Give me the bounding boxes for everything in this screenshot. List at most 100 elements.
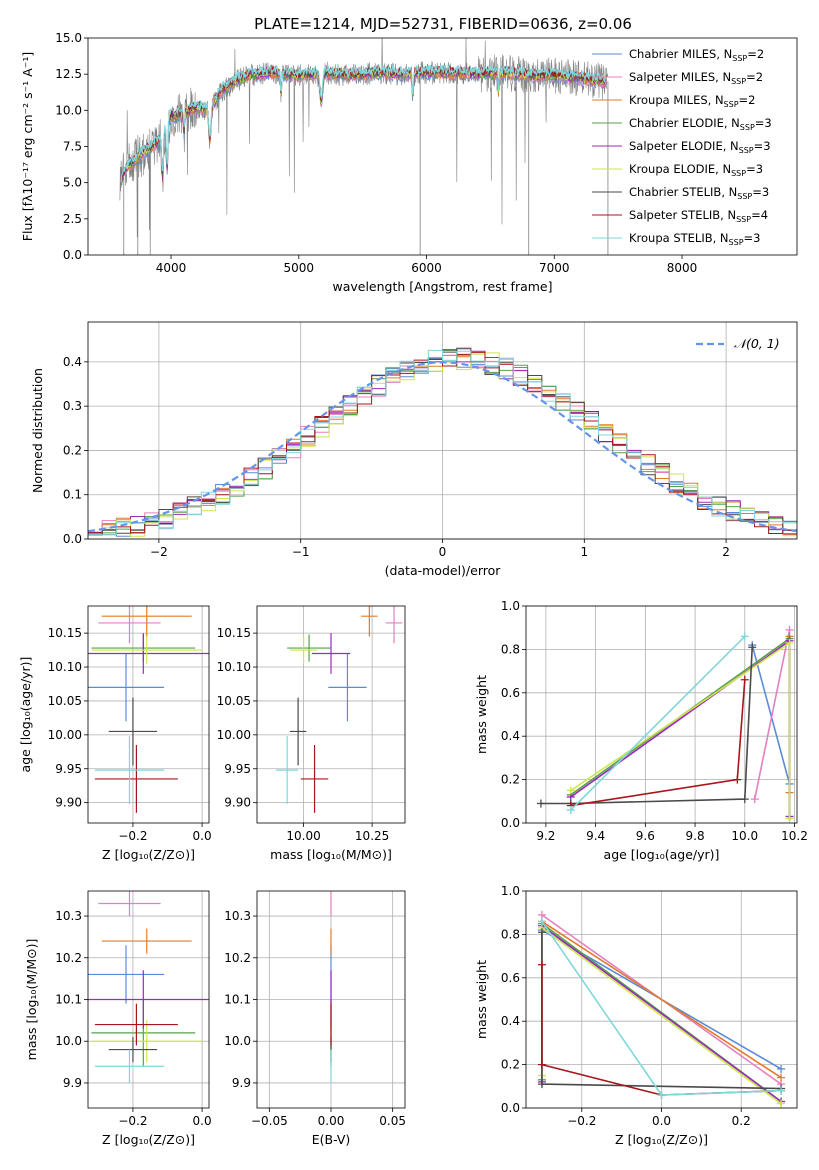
y-tick-label: 10.0 xyxy=(224,1034,251,1048)
figure-title: PLATE=1214, MJD=52731, FIBERID=0636, z=0… xyxy=(254,15,632,33)
point-marker xyxy=(733,775,742,784)
x-tick-label: 0.0 xyxy=(193,1114,212,1128)
y-tick-label: 10.0 xyxy=(55,103,82,117)
panel-age-vs-z: −0.2 0.0 9.90 9.95 10.00 10.05 10.10 10.15 Z [lo… xyxy=(18,605,212,862)
errorbar-salpeter-elodie xyxy=(88,633,209,674)
y-tick-label: 0.3 xyxy=(63,399,82,413)
x-tick-label: 10.25 xyxy=(355,829,389,843)
legend-label-salpeter-miles: Salpeter MILES, NSSP=2 xyxy=(629,70,763,86)
errorbar-salpeter-stelib xyxy=(94,745,178,813)
point-marker xyxy=(537,1080,546,1089)
y-tick-label: 10.3 xyxy=(55,909,82,923)
x-tick-label: 4000 xyxy=(156,261,187,275)
errorbar-salpeter-elodie xyxy=(311,633,351,674)
x-tick-label: 2 xyxy=(722,545,730,559)
y-tick-label: 0.8 xyxy=(501,642,520,656)
errorbar-kroupa-miles xyxy=(361,606,378,637)
errorbar-chabrier-miles xyxy=(328,653,367,722)
y-tick-label: 5.0 xyxy=(63,176,82,190)
x-tick-label: 1 xyxy=(580,545,588,559)
legend-label-chabrier-miles: Chabrier MILES, NSSP=2 xyxy=(629,47,764,63)
x-tick-label: 5000 xyxy=(284,261,315,275)
panel-mass-vs-ebv: −0.05 0.00 0.05 9.9 10.0 10.1 10.2 10.3 E(B-V) xyxy=(224,890,406,1147)
point-marker xyxy=(740,795,749,804)
panel-age-vs-mass: 10.00 10.25 9.90 9.95 10.00 10.05 10.10 10.15 ma… xyxy=(217,605,406,862)
x-tick-label: −0.2 xyxy=(567,1114,596,1128)
x-axis-label: Z [log₁₀(Z/Z⊙)] xyxy=(102,1132,195,1147)
panel-spectrum: 4000 5000 6000 7000 8000 0.0 2.5 5.0 7.5 10.0 12.5… xyxy=(20,31,798,294)
legend-label-kroupa-elodie: Kroupa ELODIE, NSSP=3 xyxy=(629,162,763,178)
point-marker xyxy=(536,799,545,808)
point-marker xyxy=(537,1060,546,1069)
y-tick-label: 0.2 xyxy=(501,773,520,787)
y-tick-label: 10.1 xyxy=(224,993,251,1007)
x-tick-label: −0.05 xyxy=(251,1114,288,1128)
histogram-kroupa-stelib xyxy=(88,349,797,536)
y-axis-label: Flux [fλ10⁻¹⁷ erg cm⁻² s⁻¹ A⁻¹] xyxy=(20,52,35,241)
x-tick-label: 9.6 xyxy=(636,829,655,843)
errorbar-salpeter-stelib xyxy=(94,1003,178,1046)
series-line xyxy=(541,920,782,1079)
x-tick-label: 9.8 xyxy=(686,829,705,843)
spectrum-legend: Chabrier MILES, NSSP=2 Salpeter MILES, NS… xyxy=(592,47,772,247)
y-tick-label: 10.05 xyxy=(217,694,251,708)
y-tick-label: 9.90 xyxy=(55,796,82,810)
errorbar-kroupa-elodie xyxy=(91,636,203,664)
y-tick-label: 9.90 xyxy=(224,796,251,810)
panel-mass-vs-z: −0.2 0.0 9.9 10.0 10.1 10.2 10.3 Z [log₁₀(Z/Z⊙)… xyxy=(24,890,212,1147)
errorbar-kroupa-stelib xyxy=(276,736,299,805)
x-tick-label: 9.4 xyxy=(586,829,605,843)
x-axis-label: Z [log₁₀(Z/Z⊙)] xyxy=(102,847,195,862)
errorbar-chabrier-miles xyxy=(88,945,165,1004)
y-tick-label: 2.5 xyxy=(63,212,82,226)
y-tick-label: 0.0 xyxy=(63,532,82,546)
series-kroupa-elodie xyxy=(566,638,794,823)
point-marker xyxy=(740,632,749,641)
grid xyxy=(526,890,797,1109)
x-tick-label: 10.00 xyxy=(286,829,320,843)
x-tick-label: −1 xyxy=(292,545,310,559)
x-tick-label: −2 xyxy=(150,545,168,559)
plot-area xyxy=(88,606,209,813)
x-tick-label: 10.2 xyxy=(781,829,808,843)
point-marker xyxy=(785,814,794,823)
errorbar-salpeter-miles xyxy=(98,891,161,917)
errorbar-chabrier-stelib xyxy=(108,697,158,766)
y-axis-label: Normed distribution xyxy=(30,368,45,493)
y-tick-label: 0.6 xyxy=(501,971,520,985)
y-tick-label: 10.0 xyxy=(55,1034,82,1048)
y-tick-label: 10.10 xyxy=(217,660,251,674)
y-tick-label: 10.05 xyxy=(48,694,82,708)
y-tick-label: 0.0 xyxy=(63,248,82,262)
y-tick-label: 10.00 xyxy=(48,728,82,742)
point-marker xyxy=(537,917,546,926)
errorbar-kroupa-elodie xyxy=(289,636,318,664)
plot-area xyxy=(88,891,209,1083)
point-marker xyxy=(777,1099,786,1108)
errorbar-salpeter-stelib xyxy=(300,745,329,813)
y-tick-label: 1.0 xyxy=(501,884,520,898)
point-marker xyxy=(748,643,757,652)
y-tick-label: 10.1 xyxy=(55,993,82,1007)
series-kroupa-stelib xyxy=(566,632,749,814)
y-tick-label: 15.0 xyxy=(55,31,82,45)
y-tick-label: 12.5 xyxy=(55,67,82,81)
y-tick-label: 0.2 xyxy=(63,443,82,457)
series-line xyxy=(753,629,791,800)
point-marker xyxy=(740,675,749,684)
errorbar-salpeter-miles xyxy=(385,606,403,644)
series-salpeter-stelib xyxy=(566,675,749,810)
x-axis-label: Z [log₁₀(Z/Z⊙)] xyxy=(615,1132,708,1147)
y-tick-label: 9.95 xyxy=(224,762,251,776)
y-tick-label: 0.0 xyxy=(501,1101,520,1115)
errorbar-kroupa-miles xyxy=(101,606,192,637)
y-tick-label: 0.8 xyxy=(501,927,520,941)
axes-frame xyxy=(256,605,406,824)
axes-frame xyxy=(87,605,210,824)
point-marker xyxy=(566,786,575,795)
errorbar-chabrier-stelib xyxy=(289,697,307,766)
y-tick-label: 0.6 xyxy=(501,686,520,700)
y-tick-label: 7.5 xyxy=(63,140,82,154)
y-tick-label: 10.00 xyxy=(217,728,251,742)
